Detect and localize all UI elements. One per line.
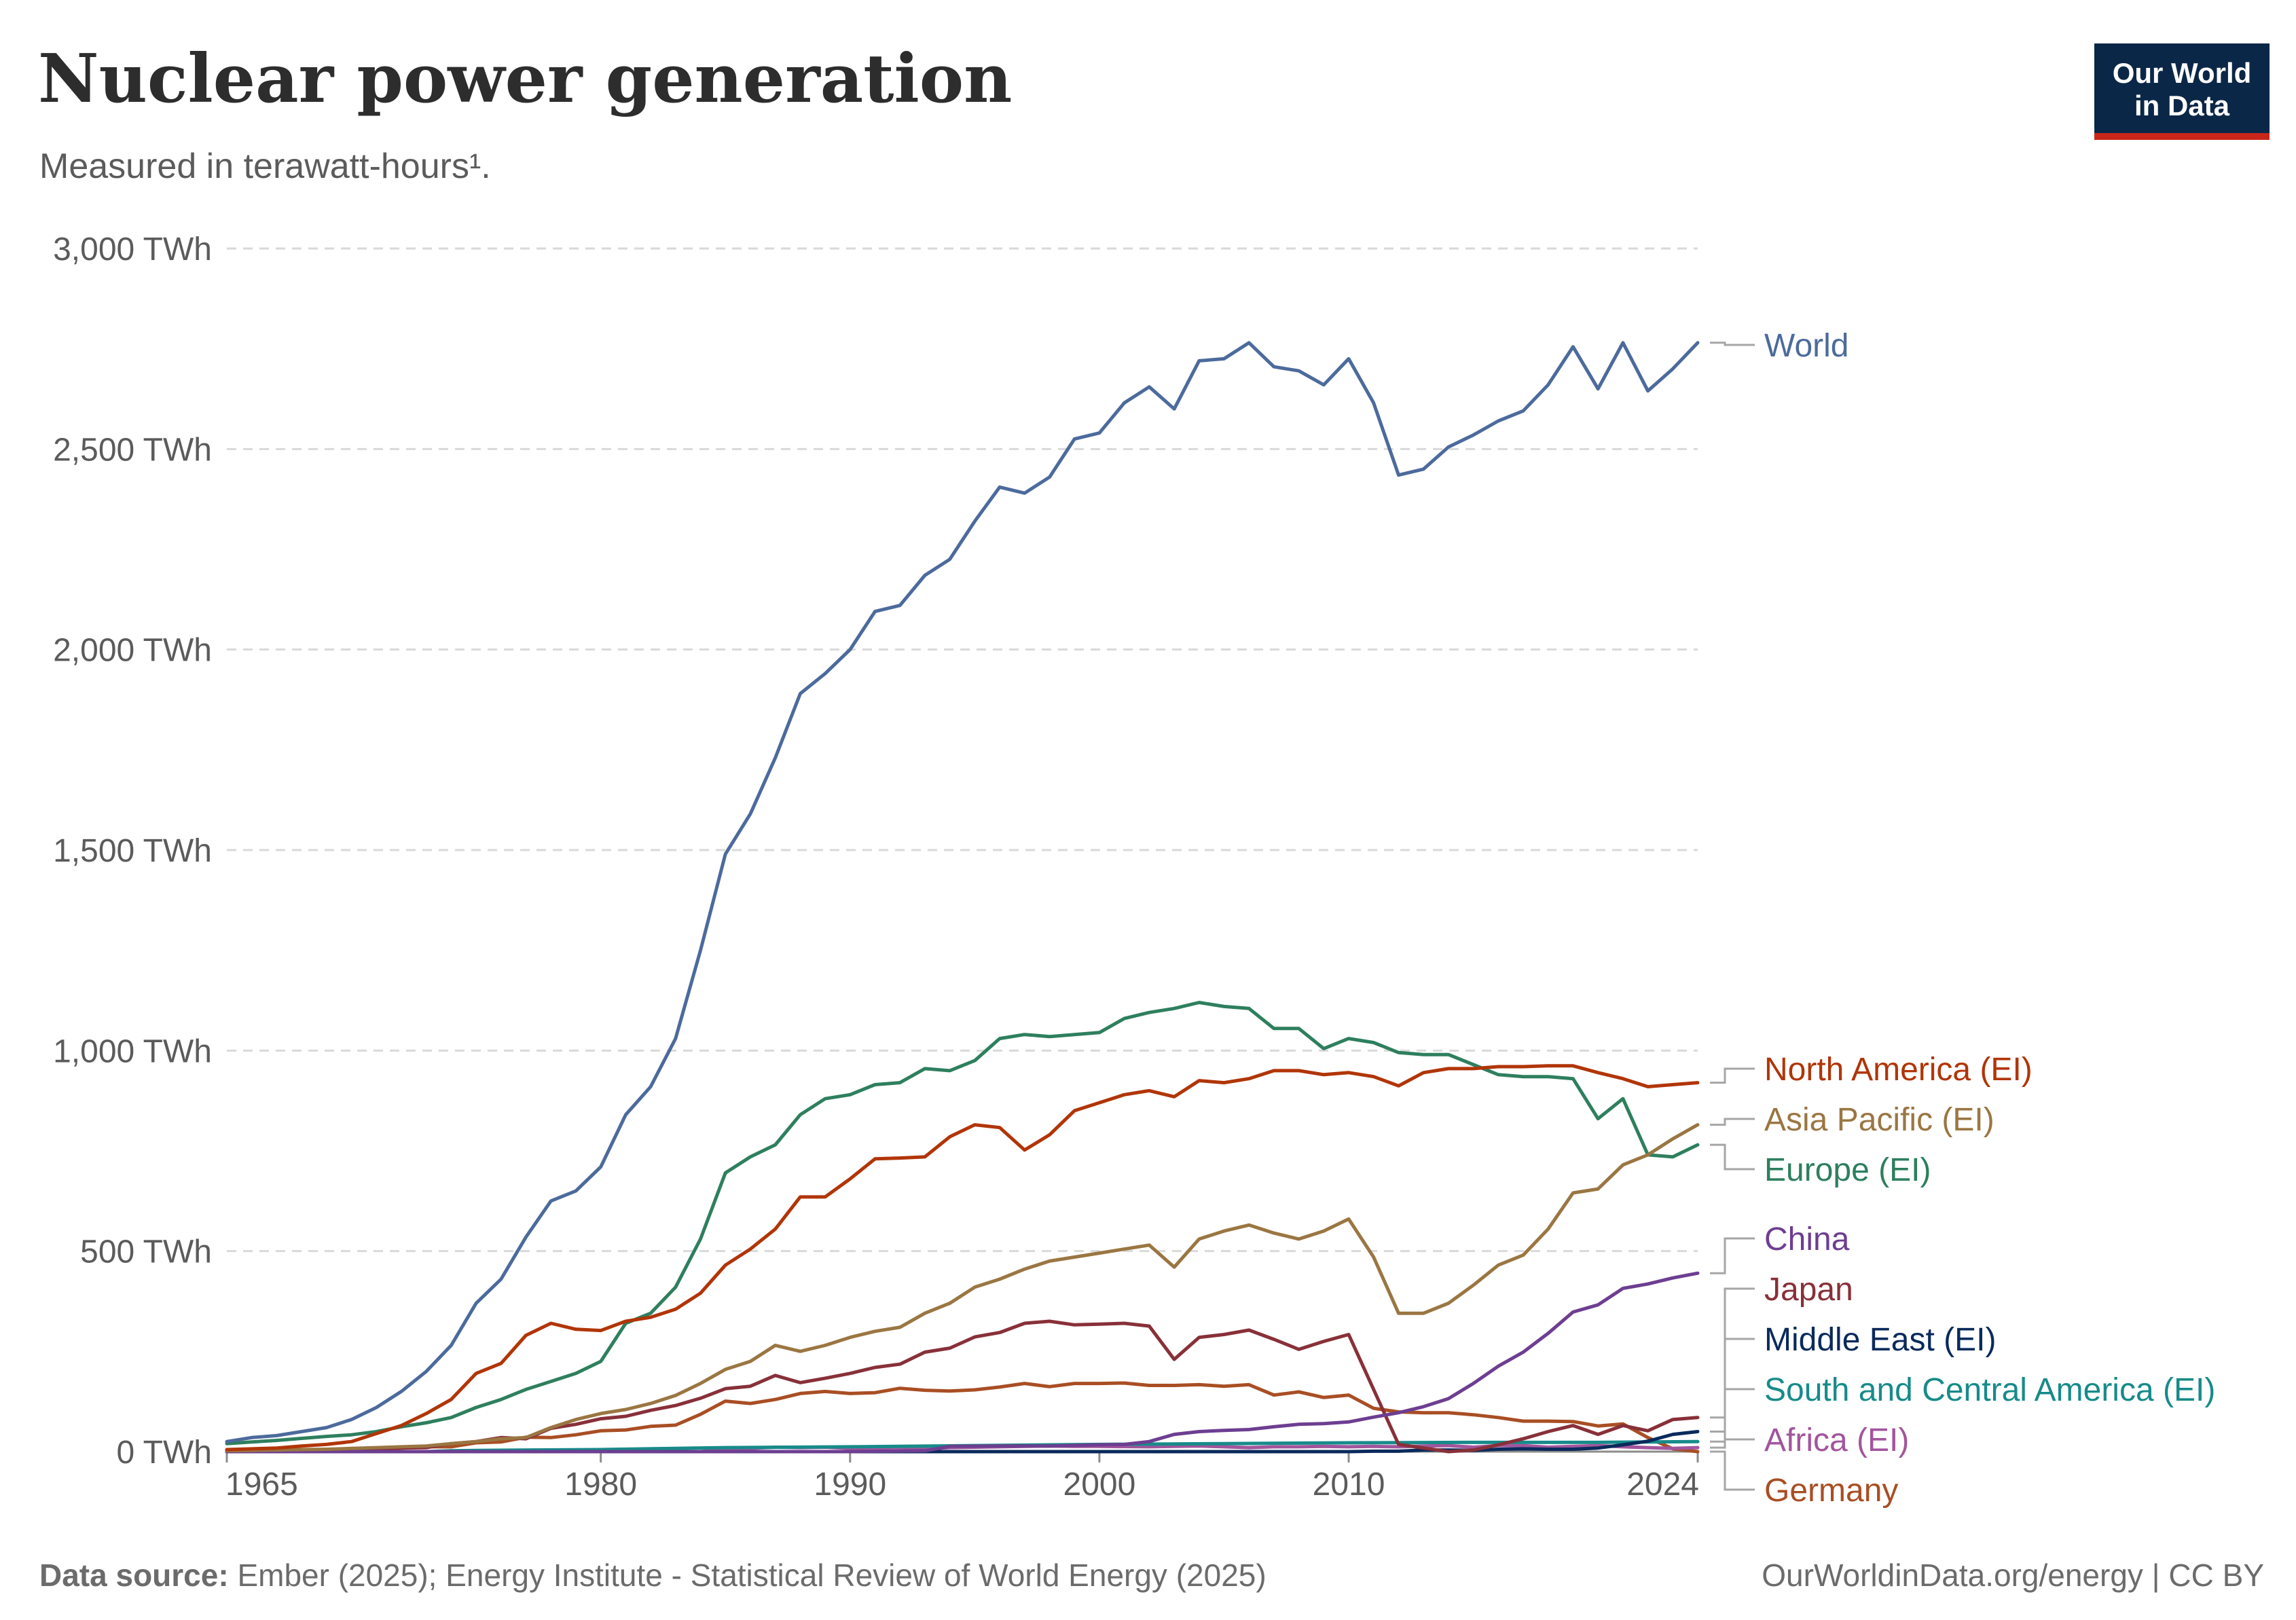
series-label-south-and-central-america-ei[interactable]: South and Central America (EI) bbox=[1764, 1372, 2215, 1408]
x-tick-label: 1990 bbox=[814, 1467, 886, 1503]
series-line-europe-ei[interactable] bbox=[225, 1001, 1700, 1446]
series-label-middle-east-ei[interactable]: Middle East (EI) bbox=[1764, 1322, 1996, 1358]
owid-logo[interactable]: Our World in Data bbox=[2094, 43, 2270, 140]
series-lines bbox=[225, 341, 1700, 1454]
leader-line-asia-pacific-ei bbox=[1710, 1118, 1755, 1126]
y-tick-label: 500 TWh bbox=[80, 1234, 212, 1270]
series-label-world[interactable]: World bbox=[1764, 328, 1848, 364]
footer-license-link[interactable]: OurWorldinData.org/energy | CC BY bbox=[1762, 1558, 2264, 1593]
logo-background bbox=[2094, 43, 2270, 134]
footer-source-label: Data source: bbox=[39, 1558, 229, 1593]
x-tick-label: 1965 bbox=[225, 1467, 298, 1503]
series-label-africa-ei[interactable]: Africa (EI) bbox=[1764, 1422, 1909, 1458]
x-tick-label: 2010 bbox=[1313, 1467, 1385, 1503]
leader-line-north-america-ei bbox=[1710, 1067, 1755, 1084]
series-label-germany[interactable]: Germany bbox=[1764, 1473, 1898, 1509]
y-tick-label: 2,500 TWh bbox=[53, 432, 212, 468]
x-tick-label: 2000 bbox=[1063, 1467, 1136, 1503]
x-axis: 1965 1980 1990 2000 2010 2024 bbox=[225, 1450, 1699, 1503]
chart-title: Nuclear power generation bbox=[38, 40, 1012, 118]
y-tick-label: 0 TWh bbox=[117, 1435, 212, 1471]
gridlines bbox=[227, 247, 1698, 1253]
x-tick-label: 2024 bbox=[1626, 1467, 1699, 1503]
footer-source: Data source: Ember (2025); Energy Instit… bbox=[39, 1558, 1267, 1593]
series-line-asia-pacific-ei[interactable] bbox=[225, 1123, 1700, 1453]
y-tick-label: 1,500 TWh bbox=[53, 833, 212, 869]
y-tick-label: 1,000 TWh bbox=[53, 1033, 212, 1069]
leader-line-europe-ei bbox=[1710, 1143, 1755, 1171]
leader-line-japan bbox=[1710, 1287, 1755, 1419]
leader-line-world bbox=[1710, 342, 1755, 346]
chart-subtitle: Measured in terawatt-hours¹. bbox=[39, 147, 491, 186]
y-tick-label: 2,000 TWh bbox=[53, 633, 212, 669]
series-label-china[interactable]: China bbox=[1764, 1221, 1850, 1257]
logo-accent-bar bbox=[2094, 133, 2270, 140]
footer-source-text: Ember (2025); Energy Institute - Statist… bbox=[237, 1558, 1266, 1593]
series-label-north-america-ei[interactable]: North America (EI) bbox=[1764, 1052, 2033, 1088]
leader-line-south-and-central-america-ei bbox=[1710, 1388, 1755, 1443]
series-line-north-america-ei[interactable] bbox=[225, 1064, 1700, 1452]
leader-line-africa-ei bbox=[1710, 1438, 1755, 1449]
logo-line-2: in Data bbox=[2134, 90, 2230, 122]
series-line-japan[interactable] bbox=[225, 1319, 1700, 1454]
series-label-japan[interactable]: Japan bbox=[1764, 1272, 1853, 1308]
leader-line-germany bbox=[1710, 1450, 1755, 1491]
series-label-asia-pacific-ei[interactable]: Asia Pacific (EI) bbox=[1764, 1102, 1994, 1138]
logo-line-1: Our World bbox=[2113, 57, 2252, 89]
y-axis-ticks: 0 TWh 500 TWh 1,000 TWh 1,500 TWh 2,000 TWh 2… bbox=[53, 232, 212, 1471]
series-line-middle-east-ei[interactable] bbox=[225, 1430, 1700, 1454]
series-label-europe-ei[interactable]: Europe (EI) bbox=[1764, 1152, 1931, 1188]
leader-line-china bbox=[1710, 1237, 1755, 1274]
series-labels: World North America (EI) Asia Pacific (EI)… bbox=[1710, 328, 2215, 1509]
leader-line-middle-east-ei bbox=[1710, 1338, 1755, 1433]
series-line-china[interactable] bbox=[225, 1271, 1700, 1454]
y-tick-label: 3,000 TWh bbox=[53, 232, 212, 268]
series-line-world[interactable] bbox=[225, 341, 1700, 1443]
x-tick-label: 1980 bbox=[564, 1467, 637, 1503]
